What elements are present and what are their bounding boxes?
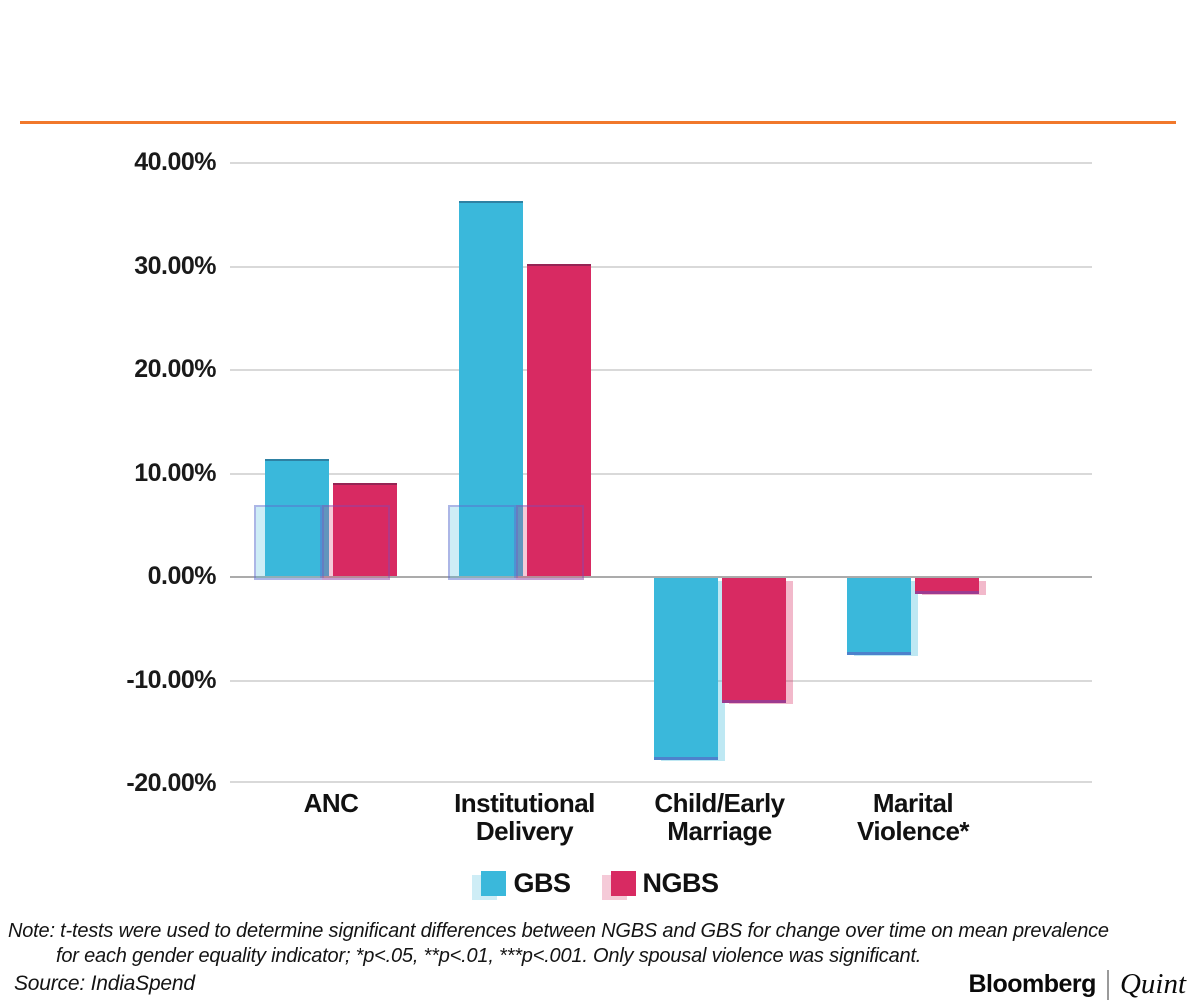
branding: Bloomberg Quint [968, 968, 1186, 1001]
bar-ngbs-3 [721, 577, 786, 704]
legend-item-gbs: GBS [472, 868, 571, 900]
y-tick-label: 40.00% [134, 148, 216, 176]
bar-ngbs-2 [526, 264, 591, 578]
legend-label-ngbs: NGBS [642, 868, 720, 898]
category-label: Child/Early Marriage [654, 788, 785, 846]
note-line-2: for each gender equality indicator; *p<.… [56, 945, 922, 967]
category-label: Marital Violence* [856, 788, 970, 846]
gridline [230, 369, 1092, 371]
ghost-bar [254, 505, 322, 580]
plot-area [230, 162, 1092, 783]
zero-gridline [230, 576, 1092, 578]
gbs-swatch [481, 871, 507, 896]
ngbs-swatch-wrap [601, 871, 636, 900]
legend: GBS NGBS [0, 868, 1200, 900]
y-tick-label: 10.00% [134, 458, 216, 487]
quint-logo: Quint [1119, 968, 1186, 1000]
bar-ngbs-1 [333, 482, 397, 578]
gridline [230, 265, 1092, 268]
ghost-bar [447, 505, 516, 580]
y-tick-label: 20.00% [134, 355, 216, 383]
gbs-swatch-wrap [472, 871, 507, 900]
brand-divider [1106, 969, 1109, 1000]
bar-gbs-1 [265, 459, 329, 578]
bloomberg-logo: Bloomberg [968, 970, 1096, 998]
legend-item-ngbs: NGBS [601, 868, 720, 900]
y-tick-label: 30.00% [134, 251, 216, 280]
ngbs-swatch [610, 871, 636, 896]
source-label: Source: IndiaSpend [14, 972, 195, 995]
category-label: ANC [303, 788, 359, 818]
bar-ngbs-4 [915, 577, 979, 595]
gridline [230, 781, 1092, 783]
ghost-bar [515, 505, 584, 580]
legend-label-gbs: GBS [513, 868, 571, 898]
gridline [230, 472, 1092, 475]
accent-rule [20, 121, 1176, 124]
bar-gbs-2 [458, 201, 523, 578]
gridline [230, 162, 1092, 164]
ghost-bar [322, 505, 390, 580]
bar-gbs-4 [847, 577, 911, 655]
category-label: Institutional Delivery [454, 788, 595, 846]
y-tick-label: -10.00% [126, 665, 216, 694]
note-line-1: Note: t-tests were used to determine sig… [8, 920, 1109, 942]
y-tick-label: 0.00% [147, 562, 217, 590]
y-tick-label: -20.00% [126, 769, 216, 797]
bar-gbs-3 [653, 577, 718, 761]
